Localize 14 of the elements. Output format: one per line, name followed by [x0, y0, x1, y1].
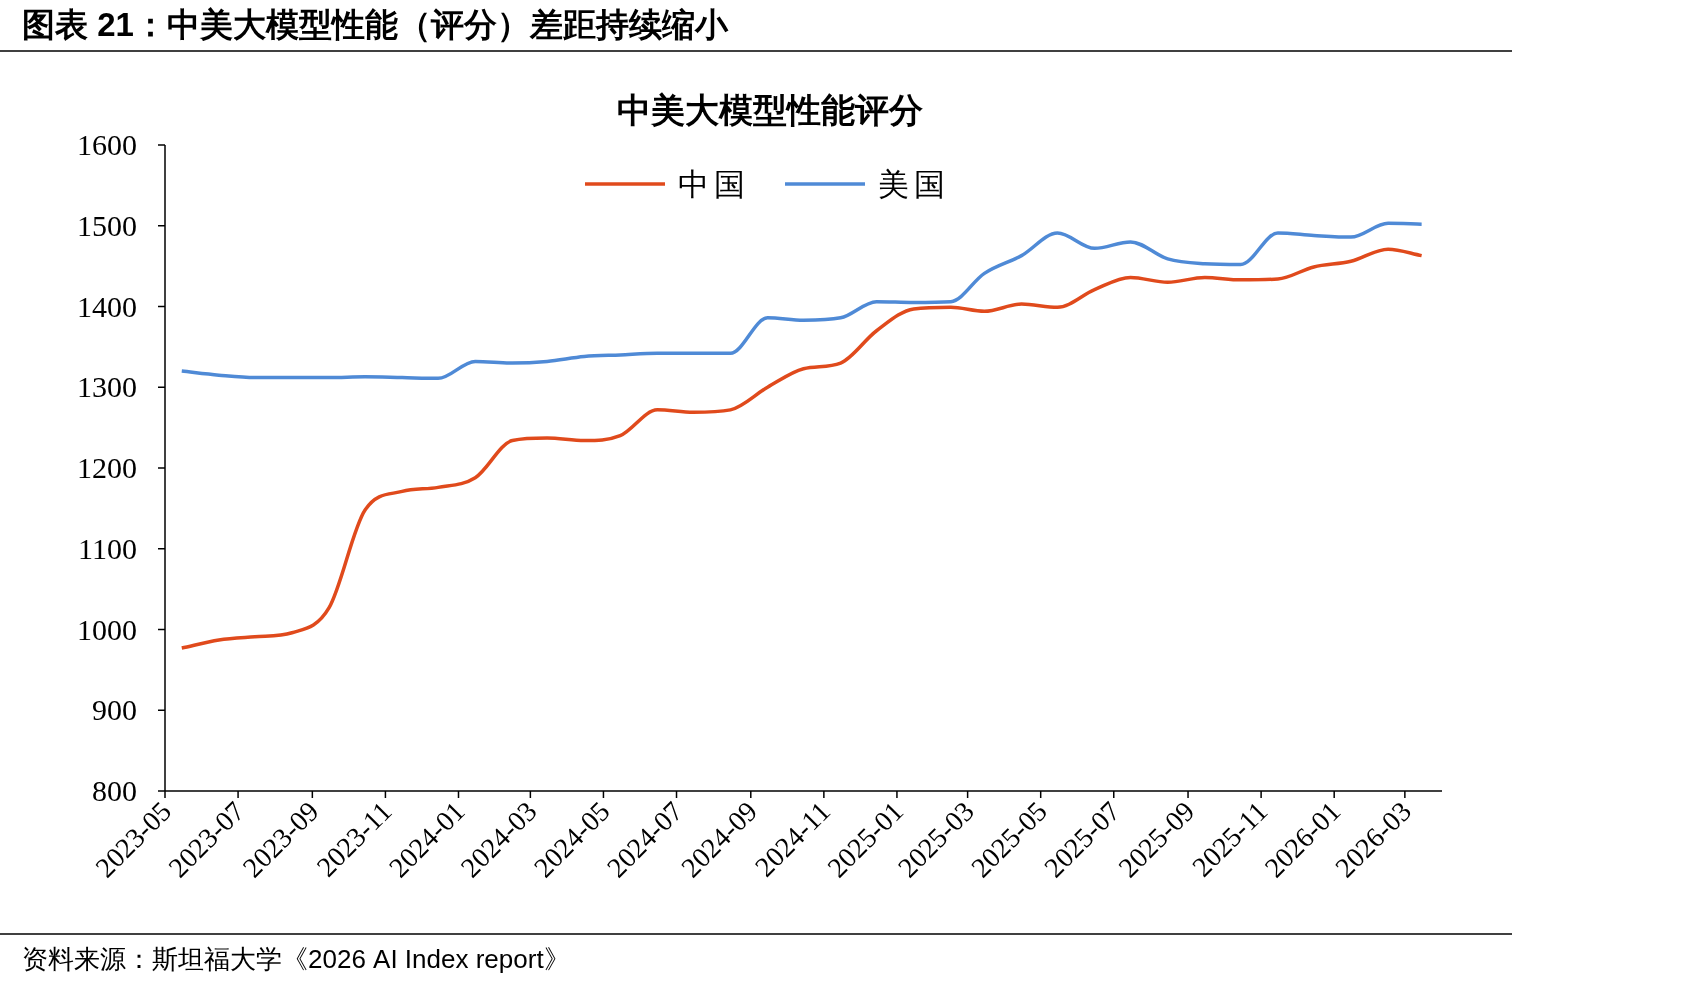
y-tick-label: 800: [92, 774, 137, 807]
y-tick-label: 1600: [77, 128, 137, 161]
y-tick-label: 1100: [78, 531, 137, 565]
text: 图表 21：中美大模型性能（评分）差距持续缩小: [22, 6, 729, 43]
y-tick-label: 1200: [77, 451, 137, 484]
y-tick-label: 900: [92, 693, 137, 727]
legend-label: 中国: [678, 167, 750, 202]
y-tick-label: 1300: [77, 370, 137, 404]
chart-title: 中美大模型性能评分: [617, 92, 923, 129]
text: 资料来源：斯坦福大学《2026 AI Index report》: [22, 944, 570, 974]
y-tick-label: 1500: [77, 208, 137, 242]
legend-label: 美国: [878, 167, 950, 202]
y-tick-label: 1400: [77, 289, 137, 323]
y-tick-label: 1000: [77, 612, 137, 646]
